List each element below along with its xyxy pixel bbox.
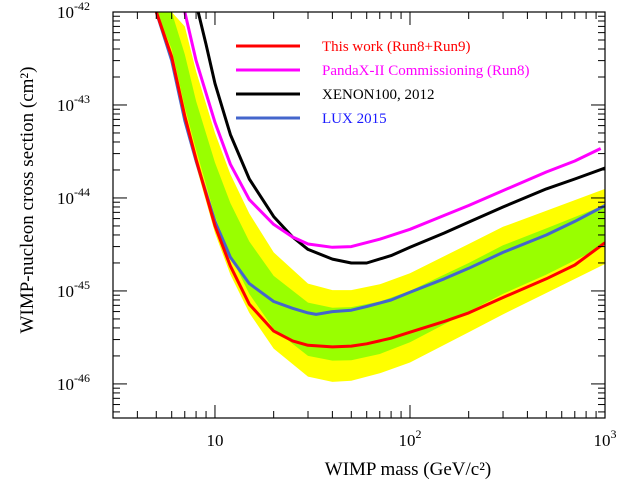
legend-label: This work (Run8+Run9) [322, 39, 470, 55]
legend-label: XENON100, 2012 [322, 87, 435, 103]
y-tick-label: 10-45 [57, 278, 90, 301]
x-tick-label: 102 [398, 427, 421, 450]
series-line-2 [196, 12, 605, 265]
axis-ticks: 10 102 103 10-46 10-45 10-44 10-43 10-42 [57, 0, 617, 450]
y-tick-label: 10-43 [57, 92, 90, 115]
plot-frame [112, 11, 606, 419]
y-axis-title: WIMP-nucleon cross section (cm²) [17, 67, 38, 334]
x-tick-label: 10 [206, 431, 223, 450]
y-tick-label: 10-44 [57, 185, 90, 208]
x-tick-label: 103 [594, 427, 617, 450]
series-line-0 [154, 12, 605, 349]
y-tick-label: 10-46 [57, 371, 90, 394]
legend: This work (Run8+Run9) PandaX-II Commissio… [236, 39, 530, 127]
legend-label: PandaX-II Commissioning (Run8) [322, 63, 530, 79]
sensitivity-band-inner [156, 12, 605, 361]
series-line-1 [183, 12, 602, 249]
y-tick-label: 10-42 [57, 0, 90, 22]
plot-border [112, 11, 606, 419]
limit-curves [154, 12, 605, 349]
sensitivity-bands [156, 12, 605, 382]
x-axis-title: WIMP mass (GeV/c²) [325, 459, 491, 480]
legend-label: LUX 2015 [322, 111, 387, 127]
